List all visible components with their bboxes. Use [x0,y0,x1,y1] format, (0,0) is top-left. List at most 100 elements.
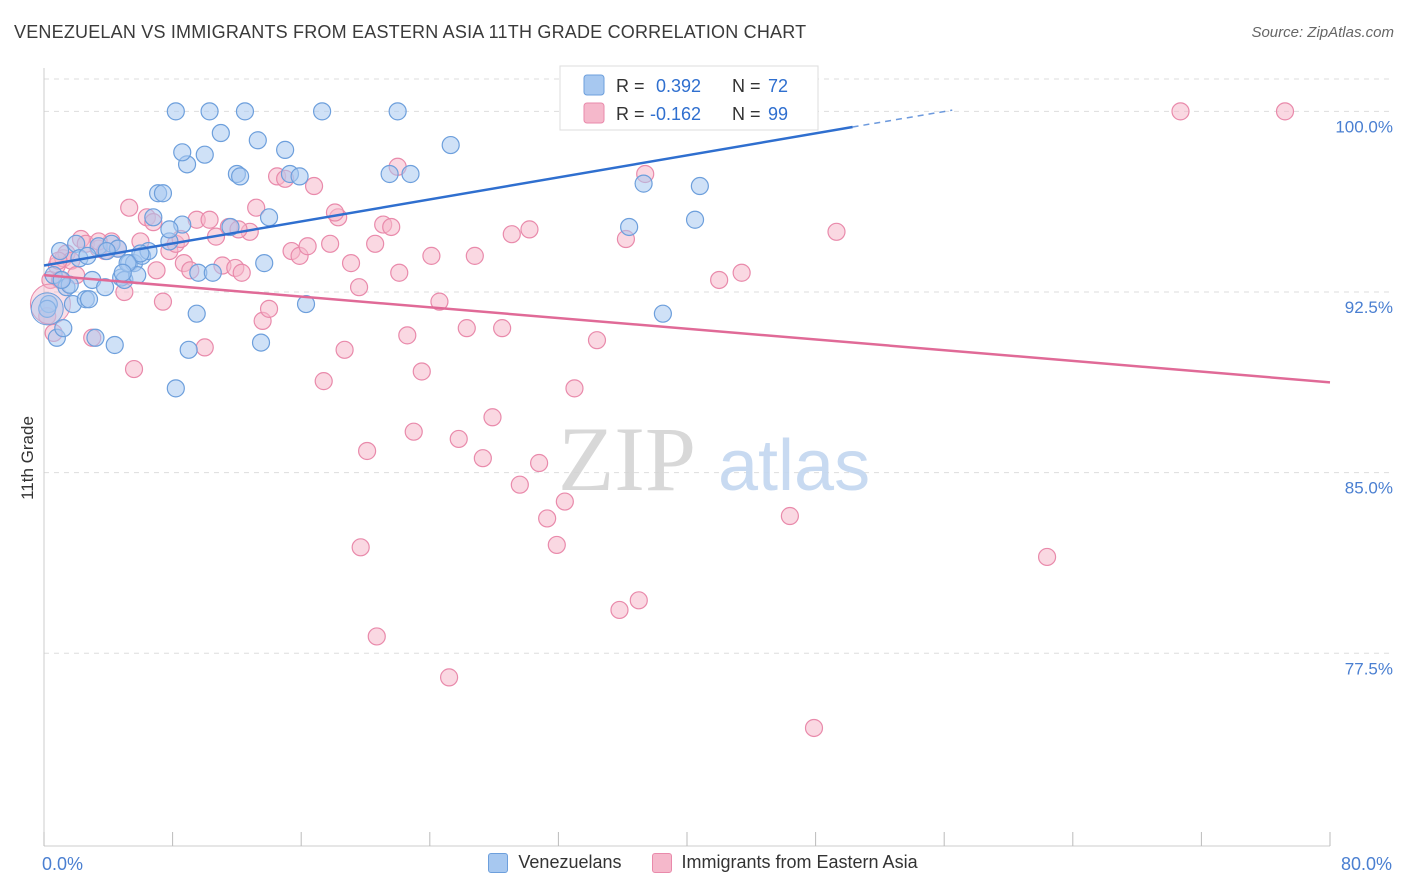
venezuelans-point [105,335,124,355]
trendlines [43,109,1331,384]
immigrants-point [200,210,219,229]
venezuelans-point [203,263,222,282]
immigrants-point [153,292,173,311]
immigrants-point [404,422,423,441]
immigrants-point [493,319,512,338]
immigrants-point [555,492,574,511]
immigrants-point [629,591,648,610]
stats-n-label-pink: N = [732,104,761,124]
venezuelans-point [690,176,709,196]
stats-n-label-blue: N = [732,76,761,96]
stats-n-value-pink: 99 [768,104,788,124]
axis-labels: 77.5% 85.0% 92.5% 100.0% 0.0% 80.0% 11th Grade [18,117,1393,874]
immigrants-point [335,340,354,359]
immigrants-point [780,506,799,526]
venezuelans-point [79,290,99,309]
immigrants-point [520,220,539,239]
stats-swatch-blue [583,74,605,96]
trendline-immigrants [43,273,1331,384]
immigrants-point [367,627,386,646]
immigrants-point [325,203,345,222]
venezuelans-point [166,102,185,121]
legend-label-venezuelans: Venezuelans [518,852,622,872]
venezuelans-point [160,220,179,239]
venezuelans-point [179,340,198,359]
chart-title: VENEZUELAN VS IMMIGRANTS FROM EASTERN AS… [14,22,807,42]
venezuelans-point [620,217,639,237]
immigrants-point [259,299,279,318]
legend-item-venezuelans: Venezuelans [488,852,622,873]
immigrants-point [195,338,214,357]
y-tick-label: 92.5% [1345,298,1393,317]
immigrants-point [510,475,529,494]
venezuelans-point [153,184,173,203]
stats-n-value-blue: 72 [768,76,788,96]
venezuelans-point [296,294,316,314]
immigrants-point [1275,102,1295,121]
watermark: ZIP atlas [558,408,870,510]
immigrants-point [804,718,824,738]
venezuelans-point [235,102,255,121]
immigrants-point [827,222,846,241]
venezuelans-point [685,210,705,229]
immigrants-point [449,429,468,449]
venezuelans-point [401,164,420,184]
immigrants-point [351,538,370,557]
stats-legend: R = 0.392 N = 72 R = -0.162 N = 99 [559,65,819,131]
venezuelans-point [195,145,214,164]
venezuelans-point [634,174,653,193]
venezuelans-point [173,143,192,162]
venezuelans-point [653,304,672,323]
legend-item-immigrants: Immigrants from Eastern Asia [651,852,918,873]
venezuelans-point [251,333,271,352]
trendline-venezuelans [43,125,853,267]
venezuelans-point [144,208,163,227]
venezuelans-point [221,217,240,237]
immigrants-point [710,270,729,290]
immigrants-point [382,217,401,237]
immigrants-point [565,379,584,398]
venezuelans-point [276,140,295,159]
immigrants-point [439,668,459,687]
immigrants-point [732,263,751,282]
venezuelans-point [380,164,399,184]
immigrants-point [587,331,607,350]
venezuelans-point [38,299,57,318]
venezuelans-point [255,254,274,273]
immigrants-point [457,319,476,338]
venezuelans-point [290,167,309,186]
venezuelans-point [259,208,279,227]
watermark-zip: ZIP [558,408,696,510]
source-credit: Source: ZipAtlas.com [1251,24,1394,41]
venezuelans-point [231,167,250,186]
immigrants-point [120,198,139,217]
immigrants-point [314,372,333,391]
immigrants-point [349,278,369,297]
immigrants-point [321,234,340,253]
immigrants-point [610,600,629,620]
immigrants-point [304,176,324,196]
y-tick-label: 85.0% [1345,479,1393,498]
venezuelans-point [113,263,132,282]
legend-label-immigrants: Immigrants from Eastern Asia [681,852,918,872]
x-tick-label-max: 80.0% [1341,854,1392,874]
venezuelans-point [441,135,460,155]
legend-swatch-immigrants [651,852,672,873]
immigrants-point [530,453,549,473]
bottom-legend: Venezuelans Immigrants from Eastern Asia [0,852,1406,873]
immigrants-point [430,292,449,311]
immigrants-point [473,449,492,468]
immigrants-point [465,246,484,265]
venezuelans-point [211,123,230,143]
stats-r-label-pink: R = [616,104,645,124]
y-tick-label: 77.5% [1345,659,1393,678]
venezuelans-point [312,102,332,121]
y-tick-label: 100.0% [1335,117,1393,136]
immigrants-point [298,237,317,256]
immigrants-point [124,359,144,379]
immigrants-point [341,254,361,273]
venezuelans-point [50,241,70,261]
immigrants-point [366,234,385,253]
axes [43,68,1331,847]
